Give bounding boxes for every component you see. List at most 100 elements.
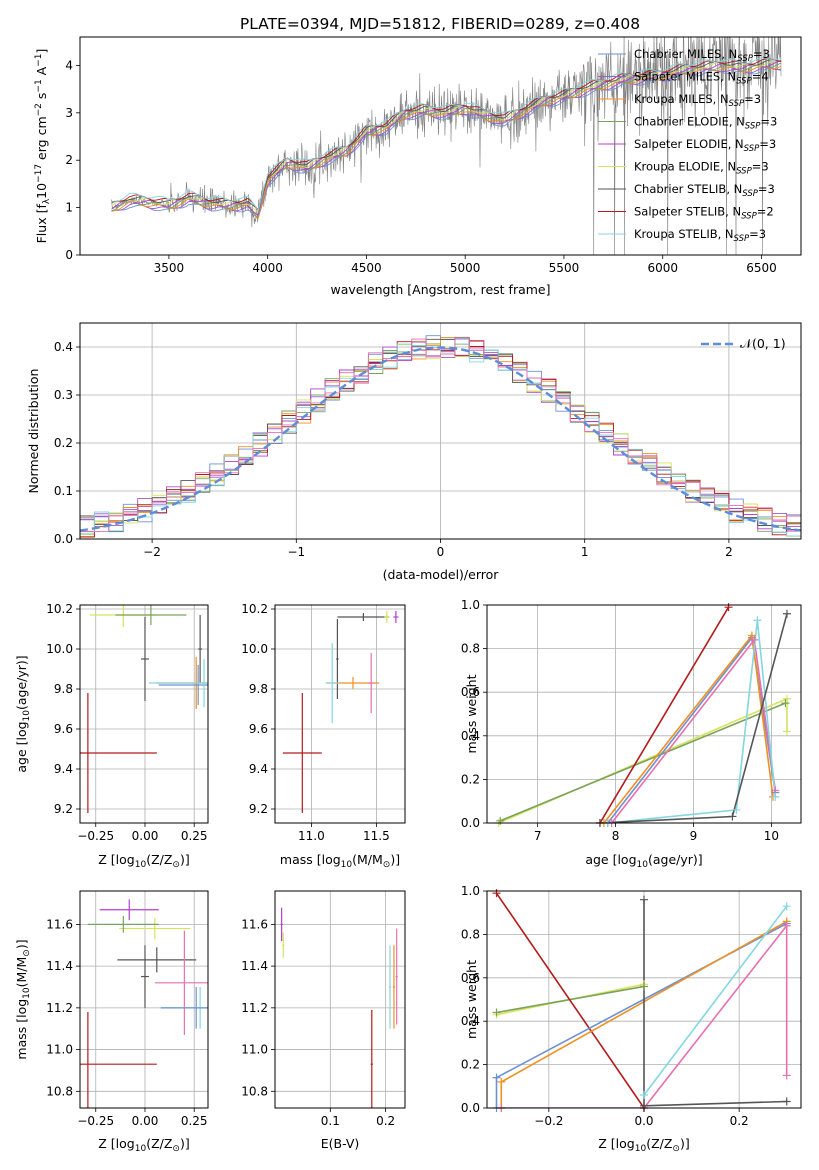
x-tick-label: 0.25 — [181, 829, 208, 843]
weight-marker — [640, 1090, 648, 1099]
age-vs-metallicity-panel: −0.25 0.00 0.25 9.2 9.4 9.6 9.8 10.0 10.2 Z [log1… — [14, 602, 209, 870]
weight-line — [501, 923, 788, 1108]
y-tick-label: 9.8 — [249, 682, 268, 696]
weight-marker — [782, 1097, 791, 1106]
y-tick-label: 9.2 — [54, 802, 73, 816]
x-tick-label: −2 — [143, 545, 161, 559]
legend-entry: Chabrier ELODIE, NSSP=3 — [634, 115, 777, 132]
weight-marker — [496, 816, 505, 825]
mass-vs-ebv-panel: 0.1 0.2 10.8 11.0 11.2 11.4 11.6 E(B-V) — [241, 890, 406, 1151]
y-tick-label: 10.8 — [46, 1084, 73, 1098]
y-axis-label: mass [log10(M/M⊙)] — [14, 939, 32, 1059]
y-tick-label: 10.2 — [241, 602, 268, 616]
x-tick-label: 4500 — [351, 261, 382, 275]
x-tick-label: 10 — [764, 829, 779, 843]
plot-area — [80, 899, 208, 1108]
weight-marker — [492, 1008, 501, 1017]
weight-marker — [782, 694, 791, 703]
model-spectrum — [111, 67, 782, 220]
y-tick-label: 0.4 — [461, 729, 480, 743]
y-tick-label: 10.0 — [46, 642, 73, 656]
y-tick-label: 0.3 — [54, 388, 73, 402]
y-tick-label: 0.4 — [461, 1014, 480, 1028]
x-tick-label: 1 — [581, 545, 589, 559]
axes-frame — [486, 604, 802, 824]
legend-entry: Chabrier STELIB, NSSP=3 — [634, 182, 775, 199]
x-tick-label: 0.2 — [730, 1114, 749, 1128]
x-axis-label: Z [log10(Z/Z⊙)] — [98, 1136, 189, 1154]
weight-line — [599, 606, 730, 823]
y-tick-label: 0.6 — [461, 685, 480, 699]
y-tick-label: 11.0 — [46, 1043, 73, 1057]
x-tick-label: 9 — [690, 829, 698, 843]
y-tick-label: 0.1 — [54, 484, 73, 498]
weight-marker — [492, 1073, 501, 1082]
axes-frame — [79, 36, 802, 256]
legend-entry: Chabrier MILES, NSSP=3 — [634, 47, 770, 64]
plot-area — [80, 335, 801, 539]
y-tick-label: 0.8 — [461, 642, 480, 656]
normal-curve — [80, 346, 801, 532]
axes-frame — [274, 890, 406, 1109]
x-tick-label: 5500 — [549, 261, 580, 275]
weight-marker — [782, 1071, 791, 1080]
x-axis-label: age [log10(age/yr)] — [585, 852, 702, 870]
x-tick-label: 7 — [534, 829, 542, 843]
x-axis-label: (data-model)/error — [383, 567, 500, 582]
y-tick-label: 1 — [65, 201, 73, 215]
model-spectrum — [111, 59, 782, 211]
x-tick-label: 6000 — [647, 261, 678, 275]
weight-vs-metallicity-panel: −0.2 0.0 0.2 0.0 0.2 0.4 0.6 0.8 1.0 Z [log10(Z/Z… — [461, 884, 802, 1154]
x-tick-label: 0.25 — [181, 1114, 208, 1128]
y-tick-label: 10.2 — [46, 602, 73, 616]
weight-marker — [728, 812, 737, 821]
histogram-step — [80, 343, 801, 537]
y-tick-label: 0.6 — [461, 971, 480, 985]
x-tick-label: −0.2 — [534, 1114, 563, 1128]
weight-marker — [724, 603, 733, 612]
plot-area — [282, 611, 399, 813]
weight-marker — [782, 902, 791, 911]
y-tick-label: 4 — [65, 58, 73, 72]
legend-entry: Salpeter MILES, NSSP=4 — [634, 70, 769, 87]
x-axis-label: Z [log10(Z/Z⊙)] — [598, 1136, 689, 1154]
x-tick-label: 0.00 — [132, 829, 159, 843]
y-tick-label: 11.6 — [241, 917, 268, 931]
x-tick-label: 5000 — [450, 261, 481, 275]
model-spectrum — [111, 58, 782, 211]
axes-frame — [274, 604, 406, 824]
figure-title: PLATE=0394, MJD=51812, FIBERID=0289, z=0… — [240, 15, 640, 33]
legend-entry: Kroupa STELIB, NSSP=3 — [634, 227, 766, 244]
y-tick-label: 9.4 — [249, 762, 268, 776]
model-spectrum — [111, 57, 782, 212]
y-tick-label: 9.6 — [249, 722, 268, 736]
y-tick-label: 3 — [65, 106, 73, 120]
x-tick-label: 11.5 — [363, 829, 390, 843]
weight-marker — [750, 635, 759, 644]
x-tick-label: 0.1 — [321, 1114, 340, 1128]
y-tick-label: 0.2 — [461, 1058, 480, 1072]
x-tick-label: 0.0 — [634, 1114, 653, 1128]
x-tick-label: −0.25 — [77, 829, 114, 843]
weight-line — [495, 922, 788, 1108]
y-tick-label: 1.0 — [461, 598, 480, 612]
x-tick-label: 3500 — [154, 261, 185, 275]
weight-line — [643, 905, 788, 1096]
y-axis-label: Normed distribution — [26, 369, 41, 494]
legend-entry: Salpeter STELIB, NSSP=2 — [634, 205, 774, 222]
y-axis-label: mass weight — [464, 674, 479, 753]
weight-vs-age-panel: 7 8 9 10 0.0 0.2 0.4 0.6 0.8 1.0 age [log10(age/yr… — [461, 598, 802, 870]
weight-marker — [640, 982, 648, 991]
weight-marker — [782, 727, 791, 736]
y-tick-label: 11.2 — [241, 1001, 268, 1015]
histogram-step — [80, 337, 801, 539]
y-tick-label: 0.0 — [461, 816, 480, 830]
weight-marker — [640, 895, 648, 904]
x-tick-label: 0 — [437, 545, 445, 559]
weight-marker — [771, 792, 780, 801]
weight-line — [499, 702, 786, 822]
x-axis-label: wavelength [Angstrom, rest frame] — [330, 282, 550, 297]
plot-area — [111, 37, 782, 255]
y-tick-label: 9.8 — [54, 682, 73, 696]
